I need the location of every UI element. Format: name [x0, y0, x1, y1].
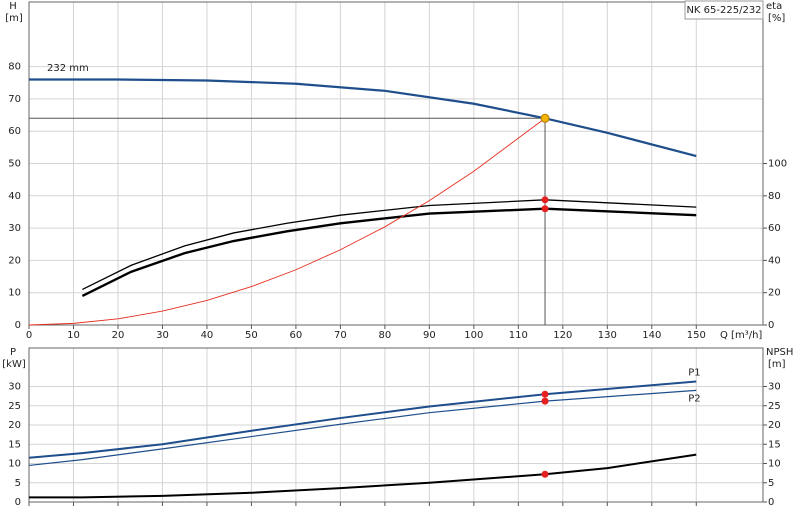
point-marker: [541, 390, 549, 398]
point-marker: [541, 470, 549, 478]
x-tick-label: 100: [464, 330, 483, 341]
x-tick-label: 120: [553, 330, 572, 341]
y-axis-label: H: [9, 1, 17, 12]
y-tick-label: 20: [8, 255, 21, 266]
x-tick-label: 150: [687, 330, 706, 341]
x-tick-label: 110: [509, 330, 528, 341]
y2-tick-label: 20: [768, 420, 781, 431]
x-tick-label: 40: [201, 330, 214, 341]
series-line: [28, 380, 697, 459]
x-tick-label: 140: [642, 330, 661, 341]
y-axis-unit: [kW]: [2, 359, 26, 370]
y2-tick-label: 40: [768, 255, 781, 266]
plot-frame: [28, 347, 764, 503]
point-marker: [541, 397, 549, 405]
y2-axis-unit: [%]: [768, 13, 785, 24]
series-line: [29, 78, 697, 158]
series-line: [29, 453, 697, 499]
y2-tick-label: 30: [768, 382, 781, 393]
y-tick-label: 50: [8, 159, 21, 170]
y-tick-label: 10: [8, 288, 21, 299]
y-axis-label: P: [10, 347, 16, 358]
x-tick-label: 90: [423, 330, 436, 341]
x-tick-label: 30: [156, 330, 169, 341]
series-line: [81, 207, 697, 298]
point-marker: [541, 205, 549, 213]
y-tick-label: 10: [8, 459, 21, 470]
y-tick-label: 30: [8, 382, 21, 393]
y2-tick-label: 25: [768, 401, 781, 412]
curve-annotation: 232 mm: [47, 63, 89, 74]
y2-axis-unit: [m]: [768, 359, 786, 370]
x-tick-label: 20: [112, 330, 125, 341]
y-tick-label: 25: [8, 401, 21, 412]
x-tick-label: 80: [379, 330, 392, 341]
y2-tick-label: 100: [768, 159, 787, 170]
y2-tick-label: 80: [768, 191, 781, 202]
y2-axis-label: NPSH: [766, 347, 793, 358]
y-tick-label: 15: [8, 439, 21, 450]
series-label: P1: [688, 367, 700, 378]
y2-tick-label: 60: [768, 223, 781, 234]
x-tick-label: 70: [334, 330, 347, 341]
y-tick-label: 0: [15, 320, 21, 331]
y2-tick-label: 0: [768, 320, 774, 331]
y2-tick-label: 0: [768, 497, 774, 508]
y2-axis-label: eta: [766, 1, 782, 12]
y-tick-label: 5: [15, 478, 21, 489]
title-box: [684, 0, 764, 20]
x-tick-label: 50: [245, 330, 258, 341]
duty-point: [540, 113, 550, 123]
y2-tick-label: 15: [768, 439, 781, 450]
y2-tick-label: 20: [768, 288, 781, 299]
y-tick-label: 60: [8, 126, 21, 137]
x-tick-label: 130: [598, 330, 617, 341]
y-tick-label: 80: [8, 62, 21, 73]
x-tick-label: 60: [290, 330, 303, 341]
y-tick-label: 30: [8, 223, 21, 234]
y-axis-unit: [m]: [5, 13, 23, 24]
point-marker: [541, 196, 549, 204]
x-tick-label: 0: [26, 330, 32, 341]
chart-title: NK 65-225/232: [686, 5, 761, 16]
series-line: [28, 389, 697, 467]
y-tick-label: 70: [8, 94, 21, 105]
plot-frame: [28, 1, 764, 326]
series-line: [82, 199, 697, 291]
y-tick-label: 0: [15, 497, 21, 508]
y-tick-label: 20: [8, 420, 21, 431]
x-label-bg: [718, 328, 760, 342]
y2-tick-label: 5: [768, 478, 774, 489]
series-label: P2: [688, 393, 700, 404]
x-tick-label: 10: [67, 330, 80, 341]
y2-tick-label: 10: [768, 459, 781, 470]
y-tick-label: 40: [8, 191, 21, 202]
x-axis-label: Q [m³/h]: [720, 330, 762, 341]
series-line: [28, 117, 546, 326]
